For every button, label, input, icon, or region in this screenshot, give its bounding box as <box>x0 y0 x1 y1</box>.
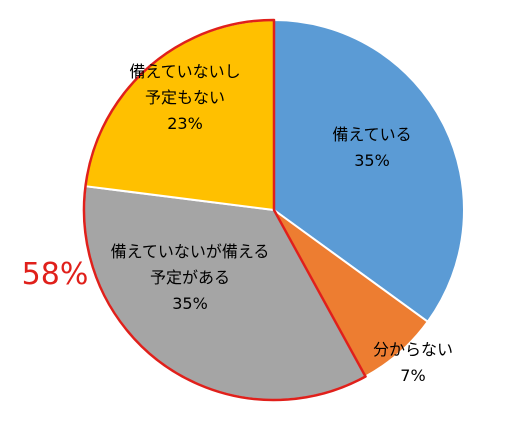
slice-label-line: 予定がある <box>150 268 230 287</box>
slice-label-line: 35% <box>172 294 208 313</box>
slice-label-line: 分からない <box>373 340 453 359</box>
highlight-percent-label: 58% <box>22 257 89 292</box>
slice-label-line: 備えていないが備える <box>111 242 270 261</box>
slice-data-label: 分からない 7% <box>373 340 453 385</box>
slice-label-line: 7% <box>400 366 425 385</box>
slice-label-line: 予定もない <box>145 88 225 107</box>
slice-label-line: 23% <box>167 114 203 133</box>
pie-slice <box>273 18 465 324</box>
slice-label-line: 備えていないし <box>129 62 240 81</box>
slice-data-label: 備えていないし予定もない 23% <box>129 62 240 133</box>
slice-data-label: 備えている 35% <box>332 125 411 170</box>
slice-label-line: 備えている <box>332 125 411 144</box>
slice-data-label: 備えていないが備える予定がある 35% <box>111 242 270 313</box>
highlight-outline <box>82 18 367 402</box>
slice-label-line: 35% <box>354 151 390 170</box>
